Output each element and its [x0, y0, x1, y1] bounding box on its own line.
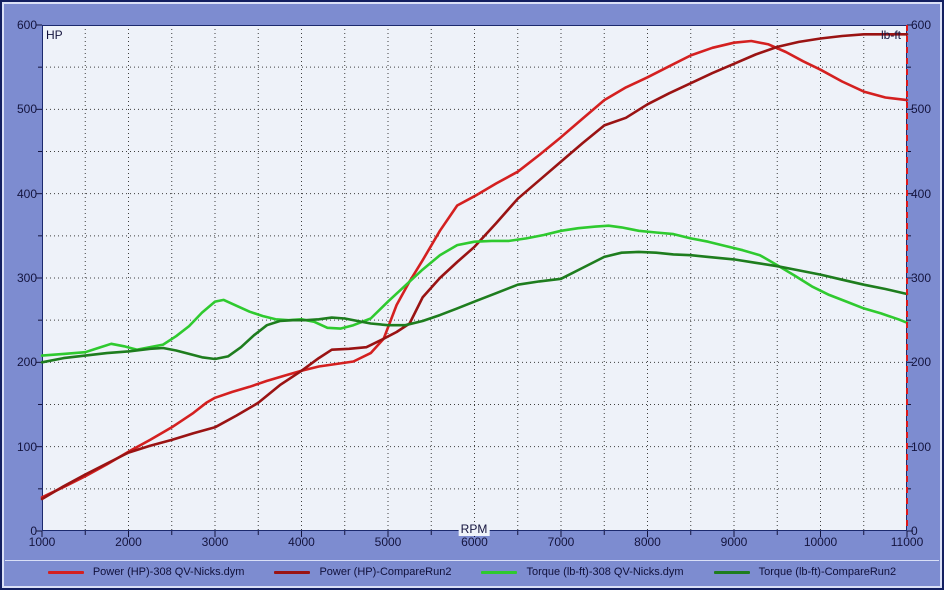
x-tick-label: 6000	[461, 535, 488, 549]
y-tick-label-right: 300	[911, 271, 932, 285]
x-tick-label: 8000	[634, 535, 661, 549]
x-tick-label: 5000	[374, 535, 402, 549]
y-tick-label-left: 400	[16, 186, 37, 201]
series-line-2	[40, 224, 909, 357]
y-tick-label-right: 0	[911, 524, 918, 538]
y-tick-label-left: 300	[16, 271, 37, 285]
y-tick-label-right: 200	[911, 355, 932, 370]
x-tick-label: 10000	[803, 535, 838, 549]
series-line-1	[40, 33, 909, 501]
y-tick-label-left: 600	[16, 18, 37, 32]
right-axis-unit-label: lb-ft	[880, 28, 901, 42]
y-tick-label-left: 100	[16, 439, 37, 454]
legend-swatch-3	[713, 570, 750, 574]
x-tick-label: 1000	[28, 535, 56, 549]
x-tick-label: 2000	[115, 535, 142, 549]
x-tick-label: 11000	[890, 535, 924, 549]
legend-item-label: Power (HP)-308 QV-Nicks.dym	[92, 566, 245, 578]
y-tick-label-right: 600	[911, 18, 932, 32]
legend-swatch-0	[47, 570, 84, 574]
dyno-plot	[36, 24, 913, 537]
legend-item-1: Power (HP)-CompareRun2	[274, 566, 451, 578]
x-axis-unit-label: RPM	[458, 522, 490, 536]
legend-item-label: Torque (lb-ft)-CompareRun2	[758, 566, 897, 578]
legend-item-label: Power (HP)-CompareRun2	[319, 566, 452, 578]
series-line-3	[40, 250, 909, 364]
x-tick-label: 7000	[547, 535, 575, 549]
legend-swatch-2	[481, 570, 518, 574]
y-tick-label-left: 0	[30, 524, 37, 538]
y-tick-label-left: 500	[16, 102, 37, 117]
series-line-0	[40, 39, 909, 499]
legend-swatch-1	[274, 570, 311, 574]
legend-item-label: Torque (lb-ft)-308 QV-Nicks.dym	[526, 566, 684, 578]
x-tick-label: 9000	[720, 535, 748, 549]
legend-item-3: Torque (lb-ft)-CompareRun2	[713, 566, 897, 578]
y-tick-label-right: 400	[911, 186, 932, 201]
y-tick-label-left: 200	[16, 355, 37, 370]
y-tick-label-right: 100	[911, 439, 932, 454]
left-axis-unit-label: HP	[46, 28, 63, 42]
legend-item-2: Torque (lb-ft)-308 QV-Nicks.dym	[481, 566, 684, 578]
legend: Power (HP)-308 QV-Nicks.dym Power (HP)-Co…	[5, 560, 939, 583]
legend-item-0: Power (HP)-308 QV-Nicks.dym	[47, 566, 245, 578]
y-tick-label-right: 500	[911, 102, 932, 117]
x-tick-label: 4000	[288, 535, 315, 549]
x-tick-label: 3000	[201, 535, 229, 549]
